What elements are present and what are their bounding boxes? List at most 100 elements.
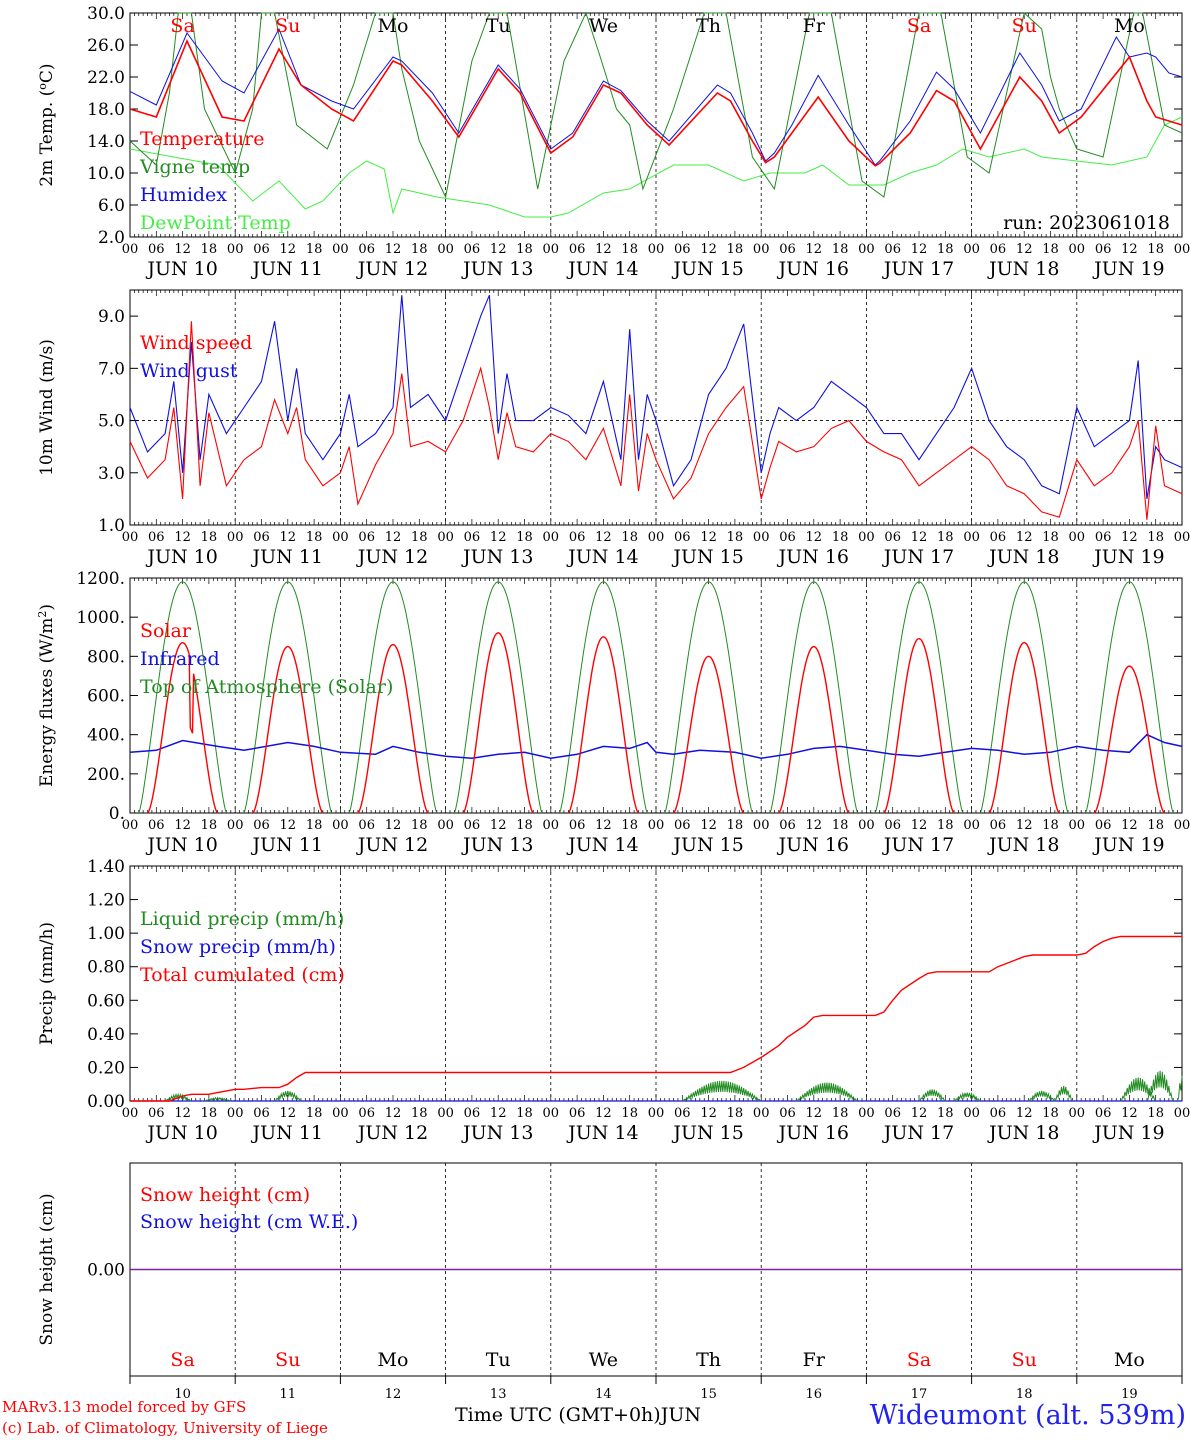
hour-tick-label: 12 (700, 1106, 717, 1121)
hour-tick-label: 12 (1121, 530, 1138, 545)
temp-legend: Temperature Vigne temp Humidex DewPoint Tem… (139, 128, 291, 234)
hour-tick-label: 06 (1095, 530, 1112, 545)
hour-tick-label: 00 (1174, 530, 1191, 545)
hour-tick-label: 12 (806, 1106, 823, 1121)
hour-tick-label: 00 (1174, 242, 1191, 257)
day-number-label: 10 (174, 1387, 191, 1402)
hour-tick-label: 12 (490, 818, 507, 833)
date-label: JUN 18 (987, 258, 1059, 280)
hour-tick-label: 18 (201, 818, 218, 833)
hour-tick-label: 00 (332, 242, 349, 257)
hour-tick-label: 12 (385, 242, 402, 257)
hour-tick-label: 18 (937, 818, 954, 833)
hour-tick-label: 12 (1121, 1106, 1138, 1121)
date-label: JUN 17 (882, 834, 954, 856)
day-number-label: 15 (700, 1387, 717, 1402)
hour-tick-label: 18 (1147, 530, 1164, 545)
date-label: JUN 16 (777, 546, 849, 568)
precip-y-tick-label: 0.60 (87, 991, 125, 1011)
temp-legend-entry: Humidex (140, 184, 227, 206)
energy-line-infrared (129, 733, 1183, 759)
hour-tick-label: 00 (543, 1106, 560, 1121)
station-name: Wideumont (alt. 539m) (869, 1400, 1186, 1431)
precip-legend: Liquid precip (mm/h) Snow precip (mm/h) To… (140, 908, 345, 986)
precip-legend-entry: Snow precip (mm/h) (140, 936, 336, 958)
hour-tick-label: 18 (306, 1106, 323, 1121)
wind-y-tick-label: 5.0 (98, 412, 125, 432)
hour-tick-label: 12 (806, 242, 823, 257)
weekday-label: Fr (803, 1349, 826, 1371)
precip-y-tick-label: 0.40 (87, 1025, 125, 1045)
hour-tick-label: 12 (490, 242, 507, 257)
hour-tick-label: 18 (516, 242, 533, 257)
wind-series (129, 294, 1183, 520)
hour-tick-label: 06 (674, 1106, 691, 1121)
hour-tick-label: 12 (806, 530, 823, 545)
date-label: JUN 17 (882, 258, 954, 280)
date-label: JUN 19 (1092, 546, 1164, 568)
hour-tick-label: 06 (1095, 818, 1112, 833)
date-label: JUN 19 (1092, 834, 1164, 856)
hour-tick-label: 00 (963, 1106, 980, 1121)
hour-tick-label: 18 (1147, 818, 1164, 833)
hour-tick-label: 00 (858, 1106, 875, 1121)
temp-line-humidex (129, 27, 1183, 166)
hour-tick-label: 12 (490, 530, 507, 545)
temp-legend-entry: Temperature (140, 128, 264, 150)
hour-tick-label: 00 (437, 1106, 454, 1121)
snow-legend-entry: Snow height (cm W.E.) (140, 1211, 358, 1233)
hour-tick-label: 00 (437, 530, 454, 545)
date-label: JUN 10 (145, 546, 217, 568)
temp-legend-entry: DewPoint Temp (140, 212, 291, 234)
weekday-label: Tu (486, 1349, 511, 1371)
precip-legend-entry: Total cumulated (cm) (140, 964, 345, 986)
hour-tick-label: 12 (911, 818, 928, 833)
precip-y-tick-label: 0.00 (87, 1092, 125, 1112)
temp-y-tick-label: 18.0 (87, 100, 125, 120)
hour-tick-label: 00 (437, 818, 454, 833)
hour-tick-label: 12 (700, 242, 717, 257)
energy-y-tick-label: 600. (87, 687, 125, 707)
hour-tick-label: 00 (648, 530, 665, 545)
hour-tick-label: 00 (858, 530, 875, 545)
hour-tick-label: 18 (621, 818, 638, 833)
date-label: JUN 16 (777, 258, 849, 280)
lab-credit: (c) Lab. of Climatology, University of L… (2, 1419, 328, 1437)
temp-y-tick-label: 30.0 (87, 4, 125, 24)
date-label: JUN 10 (145, 834, 217, 856)
snow-legend: Snow height (cm) Snow height (cm W.E.) (140, 1184, 358, 1233)
hour-tick-label: 12 (280, 818, 297, 833)
hour-tick-label: 12 (280, 1106, 297, 1121)
hour-tick-label: 18 (832, 1106, 849, 1121)
hour-tick-label: 18 (727, 242, 744, 257)
date-label: JUN 11 (251, 258, 323, 280)
hour-tick-label: 12 (385, 818, 402, 833)
date-label: JUN 12 (356, 546, 428, 568)
hour-tick-label: 00 (753, 818, 770, 833)
energy-y-tick-label: 0. (109, 804, 125, 824)
weekday-label: Mo (1114, 15, 1145, 37)
hour-tick-label: 18 (1147, 242, 1164, 257)
energy-legend-entry: Solar (140, 620, 192, 642)
hour-tick-label: 06 (464, 1106, 481, 1121)
energy-legend-entry: Infrared (140, 648, 220, 670)
hour-tick-label: 06 (464, 818, 481, 833)
hour-tick-label: 00 (543, 818, 560, 833)
temp-y-tick-label: 22.0 (87, 68, 125, 88)
hour-tick-label: 12 (1016, 1106, 1033, 1121)
hour-tick-label: 06 (990, 818, 1007, 833)
temp-legend-entry: Vigne temp (139, 156, 250, 178)
hour-tick-label: 00 (227, 1106, 244, 1121)
hour-tick-label: 12 (1016, 818, 1033, 833)
weekday-label: Th (696, 15, 721, 37)
hour-tick-label: 18 (621, 530, 638, 545)
hour-tick-label: 18 (937, 1106, 954, 1121)
wind-y-tick-label: 1.0 (98, 516, 125, 536)
hour-tick-label: 18 (411, 1106, 428, 1121)
hour-tick-label: 12 (595, 242, 612, 257)
precip-line-liquid (164, 1070, 1183, 1102)
day-number-label: 18 (1016, 1387, 1033, 1402)
hour-tick-label: 06 (779, 818, 796, 833)
hour-tick-label: 18 (832, 242, 849, 257)
